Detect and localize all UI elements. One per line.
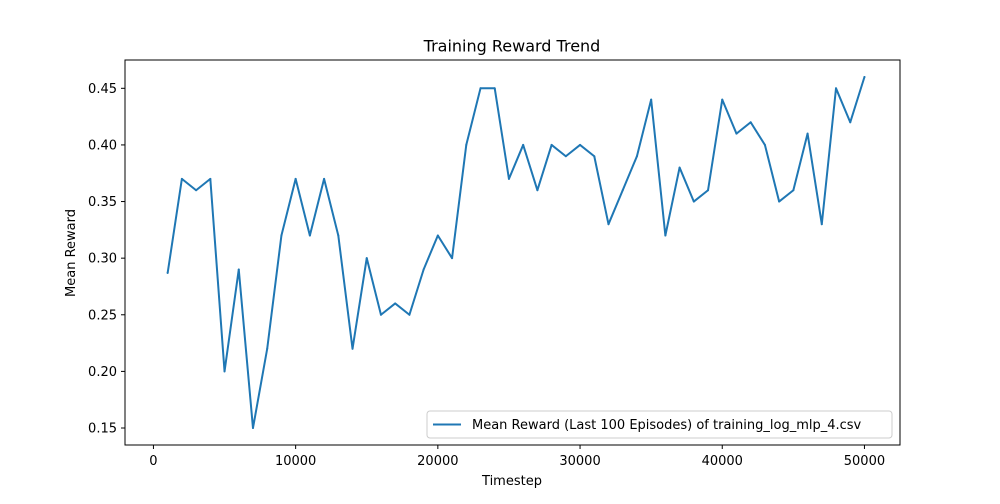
- data-point: [735, 132, 738, 135]
- data-point: [564, 155, 567, 158]
- data-point: [707, 189, 710, 192]
- x-tick-label: 20000: [417, 454, 458, 469]
- series-layer: [166, 75, 866, 430]
- x-tick-label: 30000: [559, 454, 600, 469]
- legend-entry-label: Mean Reward (Last 100 Episodes) of train…: [472, 418, 862, 433]
- data-point: [579, 143, 582, 146]
- x-tick-label: 10000: [275, 454, 316, 469]
- y-tick-label: 0.45: [88, 82, 117, 97]
- data-point: [863, 75, 866, 78]
- y-tick-label: 0.15: [88, 422, 117, 437]
- y-tick-label: 0.25: [88, 308, 117, 323]
- data-point: [593, 155, 596, 158]
- data-point: [536, 189, 539, 192]
- data-point: [451, 257, 454, 260]
- data-point: [365, 257, 368, 260]
- data-point: [650, 98, 653, 101]
- data-point: [635, 155, 638, 158]
- data-point: [294, 177, 297, 180]
- data-point: [280, 234, 283, 237]
- data-point: [507, 177, 510, 180]
- data-point: [180, 177, 183, 180]
- y-tick-label: 0.30: [88, 252, 117, 267]
- data-point: [607, 223, 610, 226]
- data-point: [465, 143, 468, 146]
- data-point: [237, 268, 240, 271]
- y-tick-label: 0.20: [88, 365, 117, 380]
- data-point: [792, 189, 795, 192]
- data-point: [266, 347, 269, 350]
- y-tick-label: 0.35: [88, 195, 117, 210]
- x-tick-label: 50000: [844, 454, 885, 469]
- plot-area-frame: [124, 59, 901, 446]
- data-point: [379, 313, 382, 316]
- data-point: [849, 121, 852, 124]
- x-axis-ticks: 0 10000 20000 30000 40000 50000: [149, 445, 885, 469]
- data-point: [209, 177, 212, 180]
- data-point: [479, 87, 482, 90]
- data-point: [408, 313, 411, 316]
- data-point: [749, 121, 752, 124]
- data-point: [394, 302, 397, 305]
- data-point: [195, 189, 198, 192]
- data-point: [692, 200, 695, 203]
- data-point: [493, 87, 496, 90]
- data-point: [678, 166, 681, 169]
- data-point: [806, 132, 809, 135]
- legend-box: [426, 410, 893, 439]
- y-tick-label: 0.40: [88, 138, 117, 153]
- data-point: [251, 427, 254, 430]
- data-point: [820, 223, 823, 226]
- data-point: [351, 347, 354, 350]
- data-point: [308, 234, 311, 237]
- data-point: [522, 143, 525, 146]
- data-point: [323, 177, 326, 180]
- data-point: [763, 143, 766, 146]
- data-point: [621, 189, 624, 192]
- data-point: [778, 200, 781, 203]
- data-point: [337, 234, 340, 237]
- chart-title: Training Reward Trend: [423, 37, 601, 56]
- data-point: [436, 234, 439, 237]
- y-axis-label: Mean Reward: [64, 209, 79, 297]
- data-point: [835, 87, 838, 90]
- data-point: [550, 143, 553, 146]
- legend: Mean Reward (Last 100 Episodes) of train…: [426, 410, 893, 439]
- data-point: [721, 98, 724, 101]
- data-point: [223, 370, 226, 373]
- data-point: [664, 234, 667, 237]
- x-tick-label: 0: [149, 454, 157, 469]
- data-point: [422, 268, 425, 271]
- series-line-0: [166, 75, 866, 430]
- x-tick-label: 40000: [702, 454, 743, 469]
- data-point: [166, 271, 169, 274]
- y-axis-ticks: 0.15 0.20 0.25 0.30 0.35 0.40 0.45: [88, 82, 125, 437]
- x-axis-label: Timestep: [481, 474, 542, 489]
